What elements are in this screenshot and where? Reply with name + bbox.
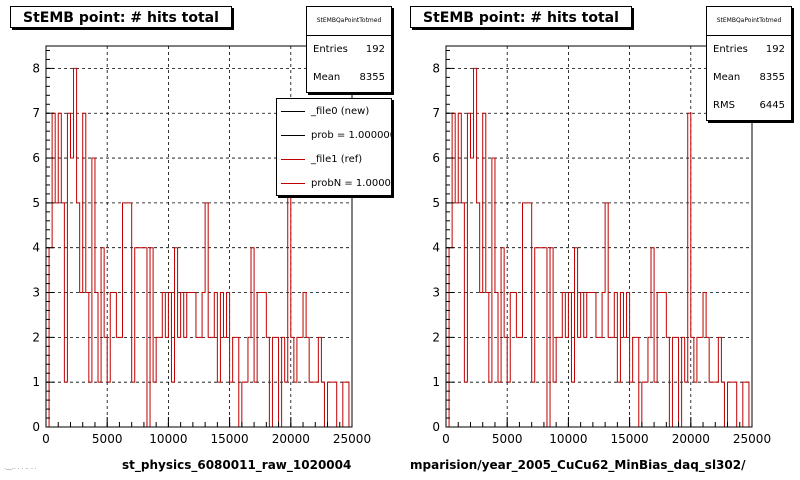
legend-entry: probN = 1.000000 xyxy=(277,171,391,195)
stats-row-entries: Entries 192 xyxy=(307,36,391,64)
x-tick-label: 15000 xyxy=(211,432,249,446)
stats-header: StEMBQaPointTotmed xyxy=(307,7,391,36)
histogram-right: 0 5000 10000 15000 20000 25000 0 1 2 3 4 5 6 7 8 xyxy=(432,45,771,446)
x-axis-label-left: st_physics_6080011_raw_1020004 xyxy=(122,458,352,472)
x-tick-label: 20000 xyxy=(672,432,710,446)
x-tick-label: 0 xyxy=(442,432,450,446)
stats-header: StEMBQaPointTotmed xyxy=(707,7,791,36)
stats-row-rms: RMS 6445 xyxy=(707,92,791,120)
legend-label: prob = 1.000000 xyxy=(311,129,392,141)
x-tick-label: 10000 xyxy=(549,432,587,446)
y-tick-label: 4 xyxy=(432,241,440,255)
y-tick-label: 4 xyxy=(32,241,40,255)
stats-value: 192 xyxy=(365,44,385,55)
y-tick-label: 6 xyxy=(432,151,440,165)
y-tick-label: 6 xyxy=(32,151,40,165)
x-tick-label: 10000 xyxy=(149,432,187,446)
x-tick-label: 25000 xyxy=(333,432,371,446)
stats-label: Entries xyxy=(313,44,348,55)
y-tick-label: 0 xyxy=(32,420,40,434)
histogram-panel-right: 0 5000 10000 15000 20000 25000 0 1 2 3 4 5 6 7 8 StEMB… xyxy=(400,0,800,480)
legend-swatch xyxy=(281,158,305,160)
stats-label: Mean xyxy=(313,72,341,83)
y-tick-label: 1 xyxy=(32,375,40,389)
plot-area xyxy=(446,46,752,427)
stats-row-mean: Mean 8355 xyxy=(707,64,791,92)
y-tick-label: 5 xyxy=(32,196,40,210)
y-tick-label: 8 xyxy=(32,61,40,75)
plot-frame xyxy=(445,45,753,428)
legend-swatch xyxy=(281,182,305,184)
x-axis-label-right: mparision/year_2005_CuCu62_MinBias_daq_s… xyxy=(410,458,746,472)
stats-box-left: StEMBQaPointTotmed Entries 192 Mean 8355 xyxy=(306,6,392,93)
chart-title-left: StEMB point: # hits total xyxy=(10,6,232,28)
y-tick-label: 7 xyxy=(32,106,40,120)
legend-entry: prob = 1.000000 xyxy=(277,123,391,147)
legend-swatch xyxy=(281,110,305,112)
stats-value: 6445 xyxy=(759,100,785,111)
legend-entry: _file1 (ref) xyxy=(277,147,391,171)
stats-row-entries: Entries 192 xyxy=(707,36,791,64)
y-tick-label: 2 xyxy=(432,330,440,344)
x-tick-label: 20000 xyxy=(272,432,310,446)
legend-label: _file1 (ref) xyxy=(311,153,363,165)
legend-swatch xyxy=(281,134,305,136)
stats-value: 8355 xyxy=(359,72,385,83)
stats-label: RMS xyxy=(713,100,735,111)
x-tick-label: 5000 xyxy=(492,432,523,446)
plot-frame xyxy=(45,45,353,428)
x-tick-label: 15000 xyxy=(611,432,649,446)
stats-row-mean: Mean 8355 xyxy=(307,64,391,92)
x-tick-label: 5000 xyxy=(92,432,123,446)
y-tick-label: 8 xyxy=(432,61,440,75)
y-tick-label: 1 xyxy=(432,375,440,389)
y-tick-label: 7 xyxy=(432,106,440,120)
x-tick-label: 0 xyxy=(42,432,50,446)
legend-label: _file0 (new) xyxy=(311,105,370,117)
x-tick-label: 25000 xyxy=(733,432,771,446)
stats-box-right: StEMBQaPointTotmed Entries 192 Mean 8355… xyxy=(706,6,792,121)
y-tick-label: 0 xyxy=(432,420,440,434)
stats-value: 192 xyxy=(765,44,785,55)
histogram-panel-left: 0 5000 10000 15000 20000 25000 0 1 2 3 4 5 6 7 8 StEMB… xyxy=(4,6,392,473)
stats-label: Mean xyxy=(713,72,741,83)
corner-text: ·—·· · · ·· · · xyxy=(4,466,37,473)
legend-label: probN = 1.000000 xyxy=(311,177,391,189)
y-tick-label: 2 xyxy=(32,330,40,344)
stats-label: Entries xyxy=(713,44,748,55)
chart-title-right: StEMB point: # hits total xyxy=(410,6,632,28)
stats-value: 8355 xyxy=(759,72,785,83)
y-tick-label: 3 xyxy=(432,286,440,300)
y-tick-label: 5 xyxy=(432,196,440,210)
y-tick-label: 3 xyxy=(32,286,40,300)
legend-left: _file0 (new) prob = 1.000000 _file1 (ref… xyxy=(276,98,392,196)
legend-entry: _file0 (new) xyxy=(277,99,391,123)
